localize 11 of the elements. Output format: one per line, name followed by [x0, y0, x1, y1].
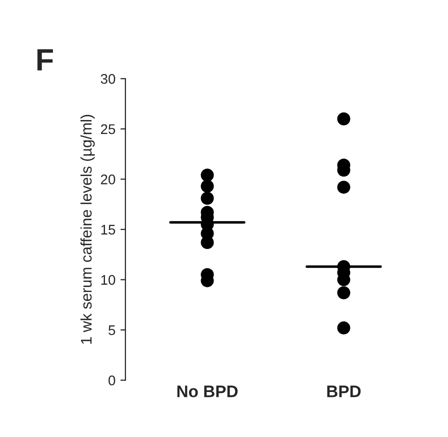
chart-title: F — [37, 49, 53, 70]
y-tick-label: 5 — [108, 325, 116, 336]
y-tick-label: 30 — [100, 74, 116, 84]
y-tick-label: 20 — [100, 174, 116, 184]
x-tick-label: No BPD — [177, 386, 238, 398]
y-tick-label: 25 — [100, 124, 116, 134]
x-tick-label: BPD — [327, 386, 361, 398]
y-tick-label: 10 — [101, 275, 116, 285]
y-tick-label: 15 — [101, 224, 116, 235]
y-tick-label: 0 — [108, 376, 116, 386]
y-axis-title: 1 wk serum caffeine levels (µg/ml) — [80, 114, 95, 344]
